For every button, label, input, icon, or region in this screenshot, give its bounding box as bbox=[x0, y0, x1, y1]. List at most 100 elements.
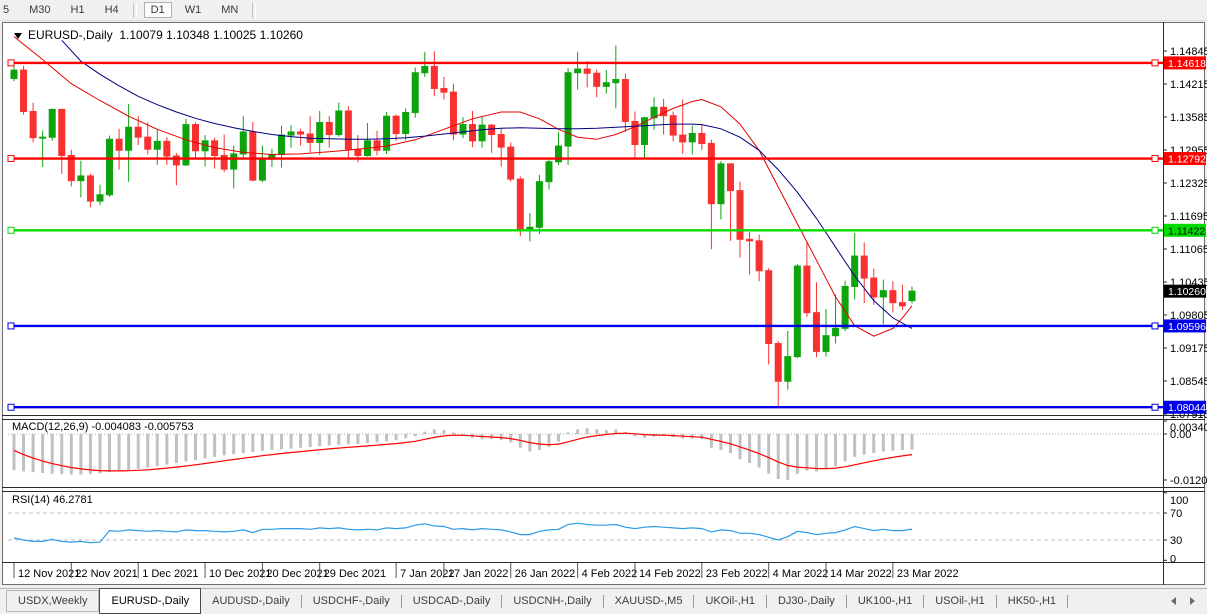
tab-uk100-h1[interactable]: UK100-,H1 bbox=[857, 595, 913, 607]
macd-histogram-bar bbox=[108, 434, 112, 473]
rsi-line bbox=[13, 522, 913, 544]
macd-histogram-bar bbox=[308, 434, 312, 447]
timeframe-button-d1[interactable]: D1 bbox=[143, 2, 172, 18]
candle-body bbox=[29, 110, 37, 139]
candle-body bbox=[297, 131, 305, 135]
macd-histogram-bar bbox=[805, 434, 809, 471]
hline-left-handle[interactable] bbox=[7, 155, 15, 163]
tab-usdchf-daily[interactable]: USDCHF-,Daily bbox=[312, 595, 390, 607]
date-tick-label: 23 Feb 2022 bbox=[706, 568, 768, 580]
candle-body bbox=[77, 175, 85, 182]
chart-window-bg bbox=[2, 22, 1205, 585]
candle-body bbox=[545, 161, 553, 183]
tab-ukoil-h1[interactable]: UKOil-,H1 bbox=[705, 595, 755, 607]
macd-signal-line bbox=[13, 432, 913, 472]
macd-histogram-bar bbox=[814, 434, 818, 472]
candle-body bbox=[239, 131, 247, 155]
tab-usdcnh-daily[interactable]: USDCNH-,Daily bbox=[513, 595, 592, 607]
timeframe-button-5[interactable]: 5 bbox=[3, 4, 10, 16]
candle-body bbox=[784, 356, 792, 382]
candle-body bbox=[402, 112, 410, 134]
date-tick-label: 4 Feb 2022 bbox=[582, 568, 638, 580]
tab-hk50-h1[interactable]: HK50-,H1 bbox=[1007, 595, 1057, 607]
macd-histogram-bar bbox=[22, 434, 26, 472]
tab-usdcad-daily[interactable]: USDCAD-,Daily bbox=[412, 595, 491, 607]
timeframe-button-w1[interactable]: W1 bbox=[184, 4, 202, 16]
hline-right-handle[interactable] bbox=[1151, 226, 1159, 234]
tab-eurusd-daily[interactable]: EURUSD-,Daily bbox=[99, 588, 202, 614]
tab-xauusd-m5[interactable]: XAUUSD-,M5 bbox=[614, 595, 683, 607]
macd-histogram-bar bbox=[547, 434, 551, 447]
candle-body bbox=[325, 121, 333, 136]
macd-histogram-bar bbox=[843, 434, 847, 462]
hline-left-handle[interactable] bbox=[7, 322, 15, 330]
candle-body bbox=[593, 72, 601, 87]
hline-left-handle[interactable] bbox=[7, 226, 15, 234]
candle-body bbox=[220, 154, 228, 170]
macd-histogram-bar bbox=[12, 434, 16, 471]
rsi-tick-label: 100 bbox=[1170, 495, 1188, 507]
ohlc-low: 1.10025 bbox=[212, 28, 257, 42]
hline-left-handle[interactable] bbox=[7, 403, 15, 411]
hline-price-badge bbox=[1164, 400, 1206, 414]
ohlc-open: 1.10079 bbox=[119, 28, 163, 42]
timeframe-button-h1[interactable]: H1 bbox=[70, 4, 85, 16]
candle-body bbox=[746, 238, 754, 242]
candle-body bbox=[134, 126, 142, 138]
hline-right-handle[interactable] bbox=[1151, 403, 1159, 411]
timeframe-button-mn[interactable]: MN bbox=[221, 4, 239, 16]
candle-body bbox=[564, 72, 572, 147]
candle-body bbox=[669, 115, 677, 136]
hline-right-handle[interactable] bbox=[1151, 322, 1159, 330]
timeframe-button-h4[interactable]: H4 bbox=[104, 4, 119, 16]
tab-separator bbox=[923, 594, 925, 608]
date-tick-label: 10 Dec 2021 bbox=[209, 568, 271, 580]
tab-dj30-daily[interactable]: DJ30-,Daily bbox=[777, 595, 835, 607]
tab-separator bbox=[845, 594, 847, 608]
hline-left-handle[interactable] bbox=[7, 59, 15, 67]
hline-right-handle[interactable] bbox=[1151, 59, 1159, 67]
chart-canvas: 1.148451.142151.135851.129551.123251.116… bbox=[2, 22, 1207, 585]
candle-body bbox=[803, 265, 811, 314]
price-tick-label: 1.12325 bbox=[1170, 178, 1207, 190]
rsi-tick-label: 0 bbox=[1170, 554, 1176, 566]
candle-body bbox=[478, 124, 486, 142]
timeframe-button-m30[interactable]: M30 bbox=[29, 4, 51, 16]
macd-histogram-bar bbox=[69, 434, 73, 475]
macd-tick-label: 0.003408 bbox=[1170, 422, 1207, 434]
hline-right-handle[interactable] bbox=[1151, 155, 1159, 163]
tab-scroll-left-icon[interactable] bbox=[1171, 597, 1176, 605]
macd-histogram-bar bbox=[786, 434, 790, 480]
macd-histogram-bar bbox=[213, 434, 217, 457]
tab-separator bbox=[693, 594, 695, 608]
tab-usoil-h1[interactable]: USOil-,H1 bbox=[935, 595, 985, 607]
ma-slow-line bbox=[61, 39, 913, 329]
date-tick-label: 22 Nov 2021 bbox=[75, 568, 137, 580]
rsi-label: RSI(14) 46.2781 bbox=[12, 494, 93, 506]
candle-body bbox=[898, 302, 906, 307]
candle-body bbox=[765, 270, 773, 345]
macd-histogram-bar bbox=[299, 434, 303, 448]
hline-price-badge-label: 1.12792 bbox=[1168, 154, 1206, 166]
macd-histogram-bar bbox=[537, 434, 541, 451]
date-tick-label: 1 Dec 2021 bbox=[142, 568, 198, 580]
macd-histogram-bar bbox=[891, 434, 895, 451]
tab-usdx-weekly[interactable]: USDX,Weekly bbox=[6, 590, 100, 612]
macd-histogram-bar bbox=[260, 434, 264, 451]
date-tick-label: 4 Mar 2022 bbox=[773, 568, 829, 580]
tab-scroll-arrows bbox=[1159, 589, 1207, 613]
tab-scroll-right-icon[interactable] bbox=[1190, 597, 1195, 605]
candle-body bbox=[411, 72, 419, 114]
candle-body bbox=[755, 240, 763, 272]
macd-histogram-bar bbox=[127, 434, 131, 470]
candle-body bbox=[96, 194, 104, 202]
candle-body bbox=[67, 154, 75, 182]
chart-collapse-icon[interactable] bbox=[14, 32, 22, 39]
candle-body bbox=[421, 65, 429, 74]
rsi-tick-label: 30 bbox=[1170, 535, 1182, 547]
macd-histogram-bar bbox=[834, 434, 838, 467]
chart-window-border bbox=[2, 22, 1205, 585]
hline-price-badge bbox=[1164, 319, 1206, 333]
candle-body bbox=[335, 110, 343, 136]
tab-audusd-daily[interactable]: AUDUSD-,Daily bbox=[212, 595, 290, 607]
